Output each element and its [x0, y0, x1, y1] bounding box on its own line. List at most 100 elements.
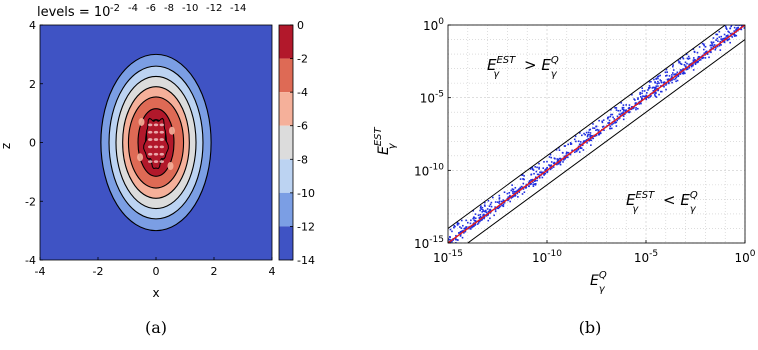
scatter-point: [585, 131, 588, 134]
colorbar-tick-label: -2: [297, 53, 308, 66]
scatter-point: [712, 37, 715, 39]
scatter-point: [529, 183, 532, 186]
scatter-point: [561, 151, 564, 154]
scatter-point: [587, 138, 590, 140]
scatter-point: [483, 216, 486, 219]
scatter-point: [610, 113, 612, 116]
scatter-point: [665, 84, 667, 86]
scatter-point: [460, 227, 463, 229]
panel-a-x-tick-label: 4: [269, 265, 276, 278]
scatter-point: [628, 104, 631, 106]
scatter-point: [541, 176, 544, 179]
scatter-point: [487, 199, 490, 202]
scatter-point: [472, 216, 475, 219]
scatter-point: [575, 150, 578, 152]
scatter-point: [672, 69, 675, 71]
scatter-point: [667, 81, 670, 84]
panel-a-x-tick-label: 0: [153, 265, 160, 278]
scatter-point: [553, 161, 556, 164]
scatter-point: [663, 82, 665, 85]
caption-b: (b): [579, 318, 602, 337]
scatter-point: [489, 203, 492, 206]
scatter-point: [640, 98, 643, 101]
scatter-point: [694, 59, 697, 61]
scatter-point: [456, 222, 459, 224]
scatter-point: [713, 44, 716, 46]
scatter-point: [723, 41, 726, 44]
scatter-point: [453, 226, 455, 229]
scatter-point: [506, 192, 509, 195]
scatter-point: [639, 93, 641, 95]
scatter-point: [657, 85, 659, 87]
core-speckle: [159, 138, 164, 141]
scatter-point: [710, 44, 712, 47]
scatter-point: [731, 32, 734, 35]
scatter-point: [468, 227, 470, 230]
scatter-point: [720, 35, 723, 38]
scatter-point: [693, 58, 696, 61]
scatter-point: [725, 27, 728, 29]
scatter-point: [521, 173, 524, 176]
scatter-point: [555, 163, 558, 166]
colorbar-tick-label: -8: [297, 153, 308, 166]
scatter-point: [448, 238, 451, 241]
scatter-point: [694, 63, 697, 66]
panel-b-y-label: EESTγ: [373, 126, 398, 155]
scatter-point: [618, 117, 621, 119]
scatter-point: [565, 153, 568, 155]
scatter-point: [573, 138, 576, 141]
scatter-point: [577, 148, 580, 151]
scatter-point: [701, 42, 704, 45]
scatter-point: [459, 235, 462, 237]
core-speckle: [153, 145, 159, 149]
scatter-point: [740, 25, 743, 27]
scatter-point: [522, 178, 524, 180]
scatter-point: [692, 60, 695, 63]
scatter-point: [610, 108, 612, 111]
core-speckle: [148, 138, 153, 141]
scatter-point: [460, 219, 463, 222]
core-speckle: [159, 152, 164, 156]
scatter-point: [477, 220, 480, 223]
scatter-point: [489, 212, 492, 214]
panel-b-y-tick-label: 10-15: [414, 235, 444, 251]
scatter-point: [725, 28, 728, 30]
scatter-point: [558, 149, 561, 151]
scatter-point: [567, 156, 569, 159]
colorbar-band: [279, 125, 293, 160]
scatter-point: [641, 92, 643, 95]
scatter-point: [569, 142, 572, 144]
scatter-point: [655, 96, 658, 98]
scatter-point: [660, 81, 663, 84]
scatter-point: [577, 147, 580, 150]
scatter-point: [655, 78, 657, 80]
scatter-point: [675, 76, 678, 78]
scatter-point: [574, 135, 577, 138]
scatter-point: [685, 68, 688, 71]
scatter-point: [660, 80, 662, 82]
scatter-point: [676, 71, 679, 74]
scatter-point: [611, 123, 613, 126]
scatter-point: [574, 151, 576, 154]
scatter-point: [674, 77, 677, 80]
colorbar-band: [279, 25, 293, 59]
colorbar-tick-label: -6: [297, 120, 308, 133]
scatter-point: [546, 167, 548, 169]
scatter-point: [460, 230, 463, 233]
scatter-point: [641, 90, 644, 92]
scatter-point: [619, 109, 622, 112]
scatter-point: [731, 25, 733, 26]
scatter-point: [533, 172, 535, 175]
panel-a-contour-plot: levels = 10 -2 -4 -6 -8 -10 -12 -14 -4 -2 0 2 4 4 2…: [0, 3, 315, 337]
scatter-point: [552, 166, 555, 168]
scatter-point: [716, 37, 719, 40]
scatter-point: [528, 185, 530, 188]
scatter-point: [498, 197, 501, 199]
scatter-point: [698, 46, 701, 48]
scatter-point: [624, 109, 627, 112]
scatter-point: [592, 127, 594, 129]
scatter-point: [494, 201, 497, 203]
scatter-point: [451, 240, 453, 243]
scatter-point: [716, 33, 719, 36]
